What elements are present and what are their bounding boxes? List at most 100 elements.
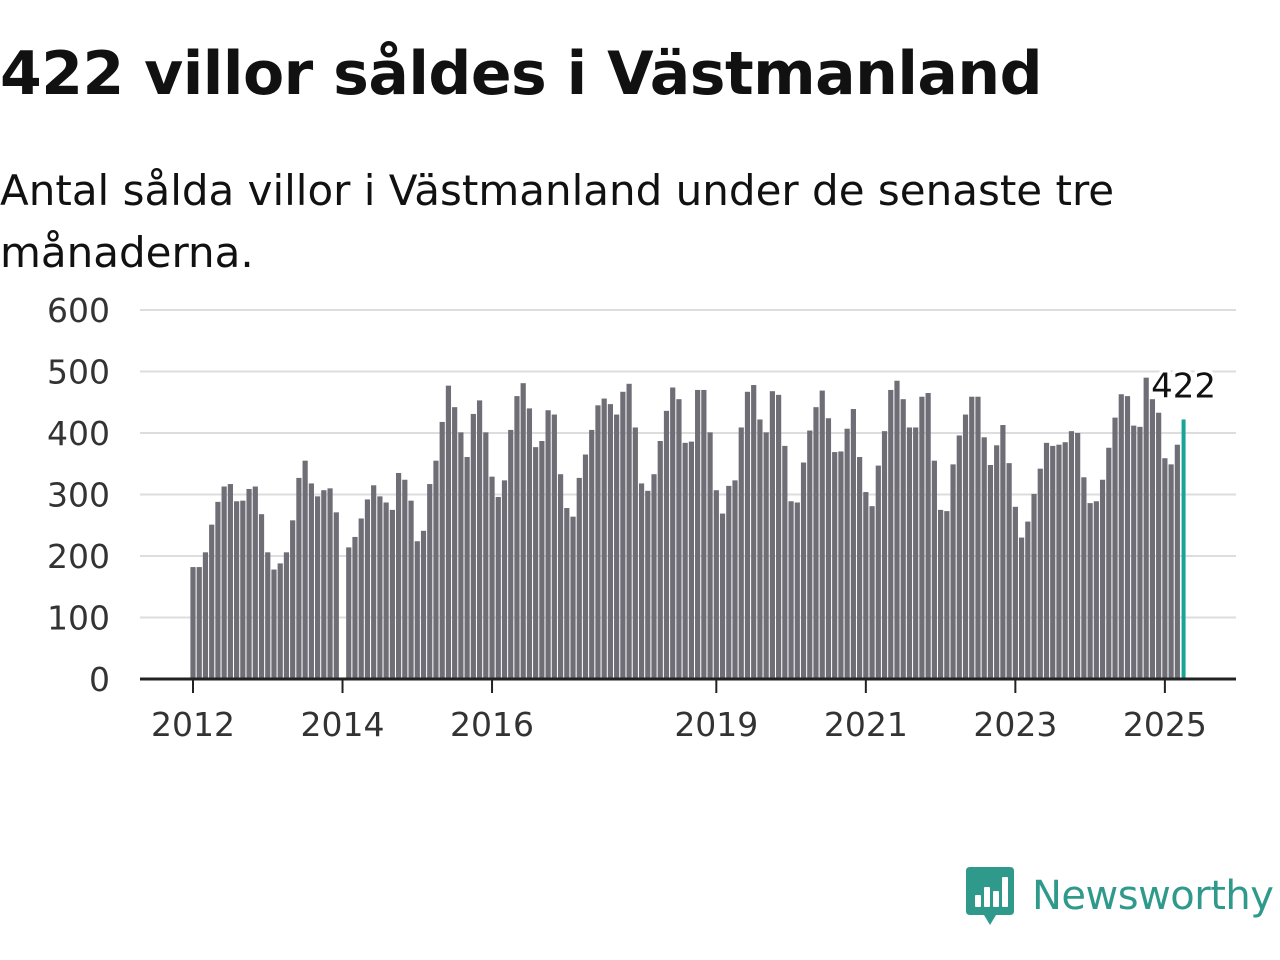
bar [1075, 433, 1081, 679]
bar [470, 413, 476, 679]
bar [1156, 412, 1162, 679]
x-tick-label: 2025 [1123, 705, 1207, 744]
bar [514, 396, 520, 679]
bar [1124, 396, 1131, 679]
bar [900, 399, 906, 679]
bar [894, 380, 900, 679]
bar [327, 488, 333, 679]
bar [551, 414, 557, 679]
bar [1031, 493, 1037, 679]
bar [931, 460, 937, 679]
bar [1081, 477, 1087, 679]
bar [1149, 399, 1156, 679]
bar [950, 464, 956, 679]
bar [1106, 447, 1112, 679]
bar [857, 456, 863, 679]
bar [1018, 537, 1025, 679]
bar [863, 492, 869, 679]
bar [570, 516, 576, 679]
bar [290, 520, 296, 679]
bar [938, 509, 944, 679]
bar [1118, 394, 1124, 679]
bar [881, 431, 888, 679]
bar [582, 454, 589, 679]
bar [956, 435, 962, 679]
x-tick-label: 2021 [824, 705, 908, 744]
bar [476, 400, 483, 679]
bar [663, 410, 670, 679]
bar [377, 496, 383, 679]
brand-logo[interactable]: Newsworthy [964, 864, 1280, 928]
bar [589, 429, 595, 679]
bar [1168, 464, 1174, 679]
bar [508, 429, 514, 679]
chart-title: 422 villor såldes i Västmanland [0, 39, 1043, 109]
bar [670, 387, 676, 679]
bar [1112, 417, 1118, 679]
labels: 0 100 200 300 400 500 600 2012 2014 2016 2019 2021 2… [47, 291, 1220, 744]
bar [607, 404, 614, 679]
bar [676, 399, 682, 679]
bar [850, 409, 856, 679]
bar [520, 383, 526, 679]
bar [576, 477, 582, 679]
bar [994, 445, 1000, 679]
bar [906, 427, 913, 679]
bar [408, 500, 414, 679]
bar [452, 407, 458, 679]
y-tick-label: 500 [47, 353, 110, 392]
bar [427, 484, 433, 679]
x-tick-label: 2019 [674, 705, 758, 744]
bar [838, 451, 844, 679]
y-tick-label: 100 [47, 599, 110, 638]
bar [234, 501, 240, 679]
bar [302, 460, 308, 679]
brand-name: Newsworthy [1032, 873, 1274, 919]
bar [265, 552, 271, 679]
bar [825, 418, 832, 679]
bar [638, 483, 645, 679]
bar [539, 440, 545, 679]
bar [321, 490, 327, 679]
bar [620, 391, 626, 679]
bar [252, 486, 258, 679]
bar [713, 490, 719, 679]
y-tick-label: 0 [89, 660, 110, 699]
bar [557, 474, 564, 679]
bar [383, 502, 389, 679]
bar [445, 385, 452, 679]
bar [358, 518, 364, 679]
bar [614, 414, 620, 679]
bar [346, 547, 352, 679]
bar [794, 502, 800, 679]
bar [751, 385, 757, 679]
bar [763, 432, 769, 679]
bar [1037, 468, 1043, 679]
chart-subtitle: Antal sålda villor i Västmanland under d… [0, 166, 1115, 277]
bar [1012, 506, 1018, 679]
bar [414, 541, 420, 679]
bar [944, 511, 950, 679]
bar [832, 452, 838, 679]
bar [271, 569, 277, 679]
bar [695, 389, 701, 679]
value-annotation: 422 [1151, 366, 1216, 406]
bar [844, 428, 850, 679]
newsworthy-logo-icon [966, 867, 1014, 925]
bar [869, 506, 875, 679]
bar [632, 427, 638, 679]
bar [1056, 444, 1062, 679]
bar [782, 445, 788, 679]
bar [819, 390, 825, 679]
bar [645, 490, 651, 679]
bar [726, 485, 732, 679]
bar [215, 501, 221, 679]
bar [776, 394, 782, 679]
bar [1087, 503, 1093, 679]
x-tick-label: 2012 [151, 705, 235, 744]
bar [813, 407, 819, 679]
bar [1143, 377, 1149, 679]
bars [190, 377, 1186, 679]
y-tick-label: 300 [47, 476, 110, 515]
bar [458, 432, 464, 679]
